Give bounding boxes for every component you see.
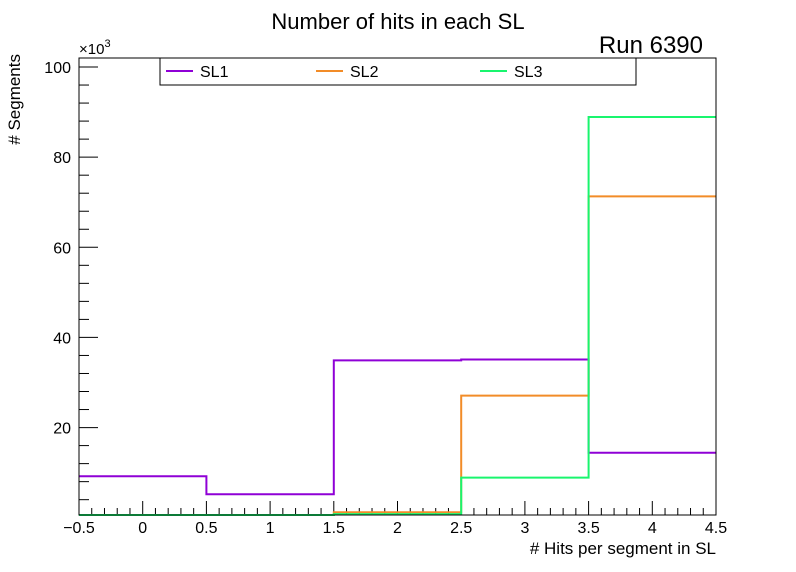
run-annotation: Run 6390 bbox=[599, 32, 703, 59]
legend: SL1 SL2 SL3 bbox=[159, 57, 637, 86]
x-tick-label: 2 bbox=[393, 520, 402, 537]
y-tick-label: 100 bbox=[44, 60, 71, 77]
y-exponent-power: 3 bbox=[104, 38, 110, 50]
legend-label-sl1: SL1 bbox=[200, 64, 229, 81]
legend-box bbox=[159, 57, 637, 86]
y-exponent-label: ×103 bbox=[79, 38, 111, 58]
x-tick-label: 4 bbox=[648, 520, 657, 537]
x-tick-label: 0.5 bbox=[195, 520, 217, 537]
x-tick-label: 3 bbox=[520, 520, 529, 537]
y-tick-label: 60 bbox=[53, 240, 71, 257]
y-axis-label: # Segments bbox=[5, 54, 24, 145]
histogram-series bbox=[79, 116, 716, 516]
y-tick-label: 40 bbox=[53, 330, 71, 347]
plot-frame bbox=[78, 57, 717, 516]
axes: −0.5 0 0.5 1 1.5 2 2.5 3 3.5 4 4.5 20 40 60 80 100 bbox=[44, 60, 727, 537]
x-axis-label: # Hits per segment in SL bbox=[530, 539, 716, 558]
y-tick-label: 80 bbox=[53, 150, 71, 167]
x-tick-label: 1 bbox=[266, 520, 275, 537]
legend-label-sl2: SL2 bbox=[350, 64, 379, 81]
y-tick-label: 20 bbox=[53, 421, 71, 438]
x-tick-label: −0.5 bbox=[63, 520, 95, 537]
x-tick-label: 1.5 bbox=[323, 520, 345, 537]
x-tick-label: 0 bbox=[138, 520, 147, 537]
x-tick-label: 4.5 bbox=[705, 520, 727, 537]
x-tick-label: 3.5 bbox=[577, 520, 599, 537]
x-tick-label: 2.5 bbox=[450, 520, 472, 537]
series-sl2-line bbox=[79, 195, 716, 516]
legend-label-sl3: SL3 bbox=[514, 64, 543, 81]
y-exponent-base: ×10 bbox=[79, 41, 104, 58]
series-sl3-line bbox=[79, 116, 716, 516]
chart-title: Number of hits in each SL bbox=[271, 9, 524, 34]
series-sl1-line bbox=[79, 358, 716, 496]
